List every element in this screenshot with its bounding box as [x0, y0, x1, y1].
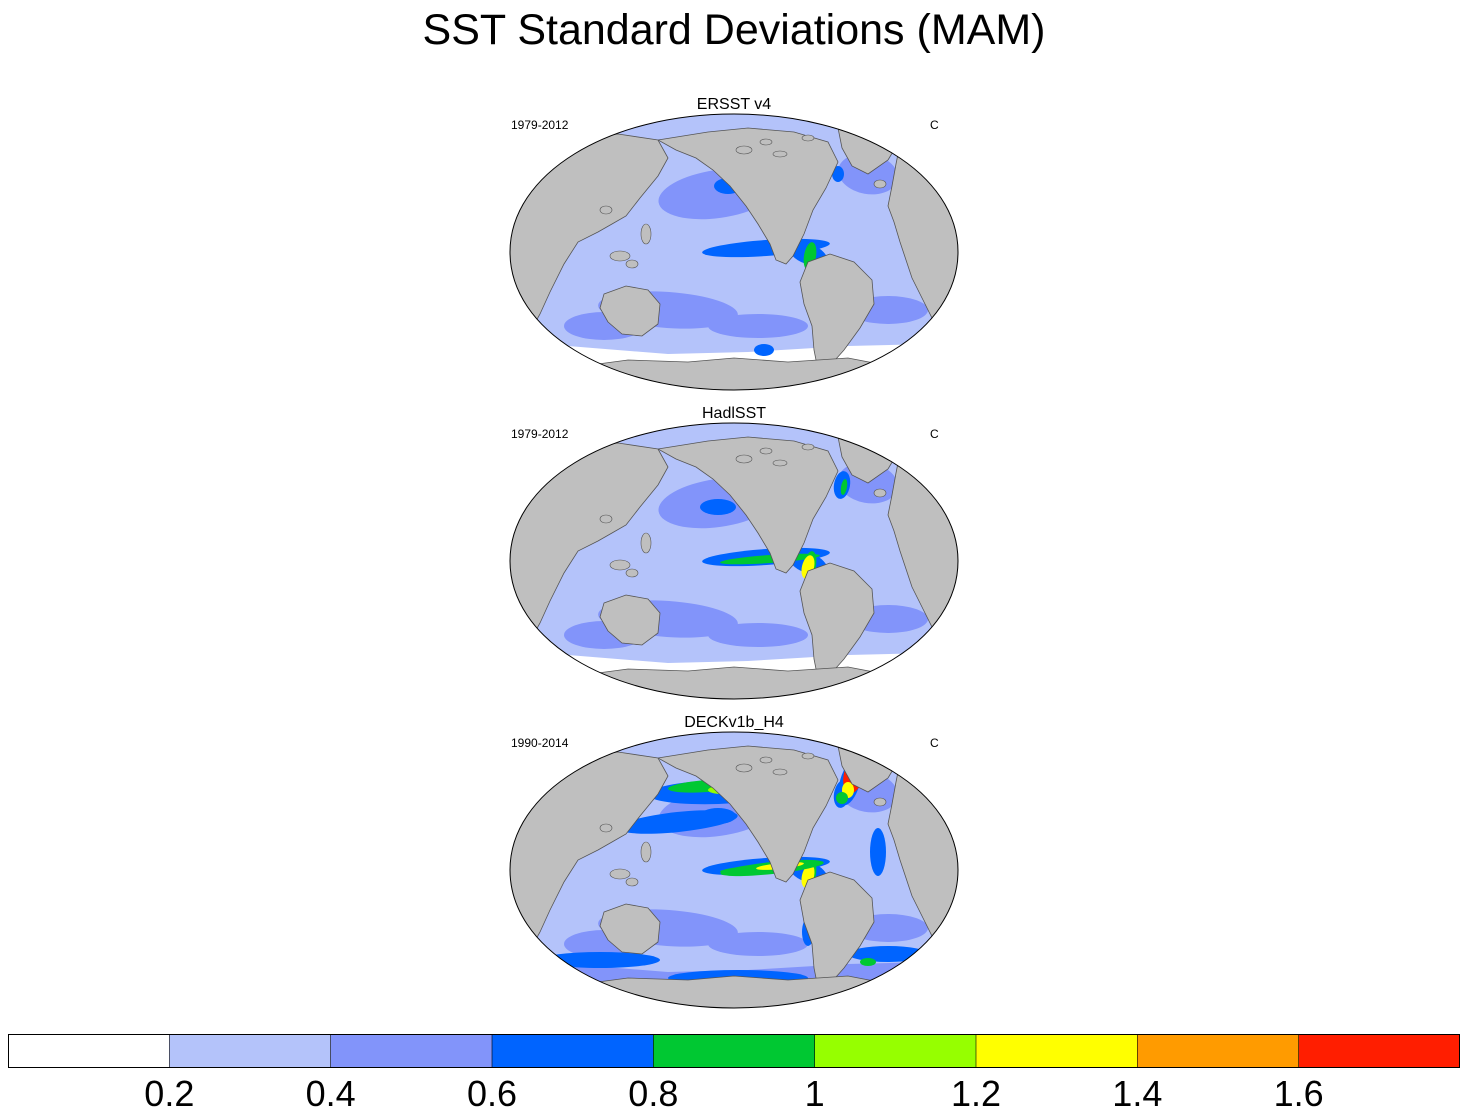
colorbar-tick-label: 1 [804, 1073, 825, 1114]
land-mass [656, 745, 839, 883]
world-map [509, 422, 959, 700]
land-mass [566, 666, 902, 699]
panel-title: ERSST v4 [696, 96, 772, 113]
sst-contour [708, 314, 808, 338]
island [873, 797, 887, 807]
sst-contour [618, 810, 738, 834]
map-body [510, 423, 958, 699]
sst-contour [540, 952, 660, 968]
colorbar-swatch [8, 1034, 170, 1068]
sst-contour [754, 344, 774, 356]
panel-period: 1979-2012 [511, 118, 569, 132]
panel-title: DECKv1b_H4 [684, 714, 784, 731]
sst-contour [832, 166, 844, 182]
colorbar-tick-label: 1.4 [1112, 1073, 1163, 1114]
island [609, 868, 631, 880]
colorbar-tick-label: 0.2 [144, 1073, 195, 1114]
map-outline [509, 113, 959, 391]
island [772, 459, 788, 467]
sst-contour [848, 946, 928, 962]
sst-contour [544, 769, 552, 775]
colorbar-border [8, 1034, 1460, 1068]
colorbar-tick-label: 1.6 [1273, 1073, 1324, 1114]
island [625, 259, 639, 269]
colorbar-tick-label: 0.6 [466, 1073, 518, 1114]
sst-contour [860, 958, 876, 966]
colorbar [8, 1034, 1460, 1068]
island [873, 488, 887, 498]
island [625, 877, 639, 887]
panel-units: C [930, 736, 939, 750]
map-body [510, 114, 958, 390]
island [625, 568, 639, 578]
colorbar-tick-label: 0.8 [628, 1073, 679, 1114]
map-body [510, 732, 958, 1008]
land-mass [599, 903, 661, 955]
world-map [509, 113, 959, 391]
sst-contour [870, 828, 886, 876]
island [801, 752, 815, 760]
island [599, 823, 613, 833]
island [609, 250, 631, 262]
island [772, 768, 788, 776]
colorbar-swatch [330, 1034, 493, 1068]
island [759, 447, 773, 455]
land-mass [656, 436, 839, 574]
island [735, 763, 753, 773]
panel-title: HadlSST [701, 405, 767, 422]
colorbar-swatch [1137, 1034, 1300, 1068]
colorbar-swatch [492, 1034, 654, 1068]
island [772, 150, 788, 158]
island [640, 841, 652, 863]
sst-contour [708, 932, 808, 956]
panel-period: 1979-2012 [511, 427, 569, 441]
panel-units: C [930, 427, 939, 441]
colorbar-tick-label: 0.4 [305, 1073, 356, 1114]
page-title: SST Standard Deviations (MAM) [422, 6, 1046, 54]
colorbar-tick-label: 1.2 [950, 1073, 1002, 1114]
land-mass [656, 127, 839, 265]
sst-contour [840, 479, 848, 495]
panel-units: C [930, 118, 939, 132]
colorbar-swatch [169, 1034, 332, 1068]
island [801, 134, 815, 142]
sst-contour [708, 623, 808, 647]
land-mass [599, 594, 661, 646]
map-outline [509, 731, 959, 1009]
world-map [509, 731, 959, 1009]
colorbar-swatch [1298, 1034, 1460, 1068]
map-outline [509, 422, 959, 700]
land-mass [566, 357, 902, 390]
island [873, 179, 887, 189]
sst-contour [700, 499, 736, 515]
panel-period: 1990-2014 [511, 736, 569, 750]
colorbar-swatch [653, 1034, 816, 1068]
island [609, 559, 631, 571]
colorbar-swatch [814, 1034, 977, 1068]
island [735, 454, 753, 464]
sst-contour [608, 740, 628, 748]
island [599, 205, 613, 215]
island [640, 532, 652, 554]
sst-contour [836, 792, 848, 804]
island [759, 138, 773, 146]
island [759, 756, 773, 764]
island [735, 145, 753, 155]
island [599, 514, 613, 524]
land-mass [566, 975, 902, 1008]
colorbar-swatch [976, 1034, 1138, 1068]
island [640, 223, 652, 245]
island [801, 443, 815, 451]
land-mass [599, 285, 661, 337]
